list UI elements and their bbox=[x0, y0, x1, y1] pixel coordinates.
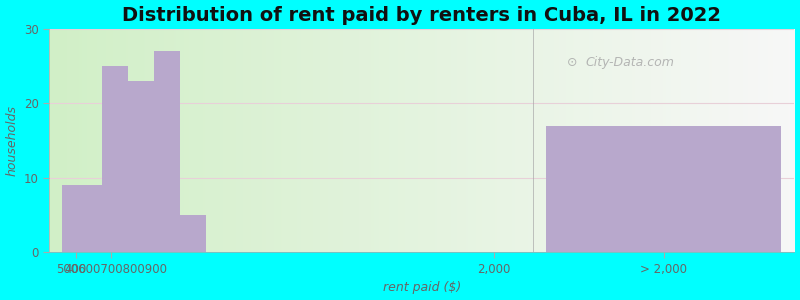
Y-axis label: households: households bbox=[6, 105, 18, 176]
Bar bbox=[180, 215, 206, 253]
Text: ⊙: ⊙ bbox=[567, 56, 578, 69]
Title: Distribution of rent paid by renters in Cuba, IL in 2022: Distribution of rent paid by renters in … bbox=[122, 6, 722, 25]
Bar bbox=[128, 81, 154, 253]
X-axis label: rent paid ($): rent paid ($) bbox=[382, 281, 461, 294]
Bar bbox=[102, 66, 128, 253]
Bar bbox=[154, 51, 180, 253]
Text: City-Data.com: City-Data.com bbox=[586, 56, 674, 69]
Bar bbox=[546, 126, 782, 253]
Bar bbox=[62, 185, 102, 253]
